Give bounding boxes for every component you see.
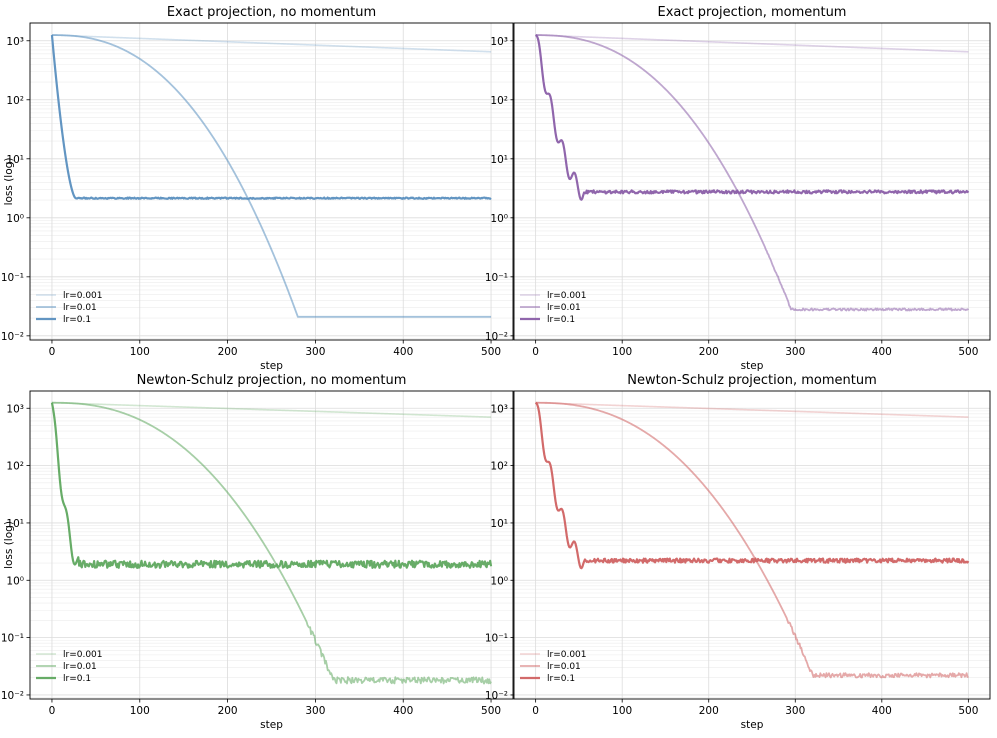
legend-label: lr=0.1 <box>63 674 91 684</box>
x-tick-label: 300 <box>305 346 325 358</box>
legend-label: lr=0.1 <box>547 674 575 684</box>
x-tick-label: 300 <box>785 346 805 358</box>
panel-2: 10⁻² 10⁻¹ 10⁰ 10¹ 10² 10³ 0 100 200 300 400 500 Exac… <box>485 5 991 372</box>
x-tick-label: 500 <box>481 346 501 358</box>
chart-title: Exact projection, momentum <box>658 5 847 20</box>
y-tick-label: 10⁻² <box>485 331 508 343</box>
y-tick-label: 10⁻¹ <box>1 633 24 645</box>
panel-3: 10⁻² 10⁻¹ 10⁰ 10¹ 10² 10³ 0 100 200 300 400 500 Newt… <box>1 373 514 731</box>
legend-label: lr=0.001 <box>547 650 587 660</box>
legend-label: lr=0.01 <box>63 662 97 672</box>
x-tick-label: 200 <box>699 705 719 717</box>
x-tick-label: 100 <box>612 705 632 717</box>
y-axis-label: loss (log) <box>3 521 15 569</box>
series-line-lr=0.01 <box>51 34 492 318</box>
series-line-lr=0.1 <box>534 401 970 570</box>
y-tick-label: 10⁰ <box>490 575 508 587</box>
legend-label: lr=0.001 <box>63 650 103 660</box>
y-tick-label: 10³ <box>490 36 508 48</box>
x-tick-label: 100 <box>612 346 632 358</box>
x-tick-label: 500 <box>958 705 978 717</box>
chart-title: Newton-Schulz projection, momentum <box>627 373 877 388</box>
x-tick-label: 0 <box>532 705 539 717</box>
series-line-lr=0.01 <box>535 401 969 679</box>
legend-label: lr=0.01 <box>547 662 581 672</box>
series-line-lr=0.001 <box>51 34 492 53</box>
series-line-lr=0.01 <box>51 401 492 685</box>
x-tick-label: 500 <box>481 705 501 717</box>
y-tick-label: 10³ <box>6 36 24 48</box>
x-tick-label: 200 <box>699 346 719 358</box>
x-tick-label: 200 <box>218 705 238 717</box>
x-tick-label: 400 <box>393 346 413 358</box>
series-line-lr=0.001 <box>51 401 492 418</box>
legend-label: lr=0.001 <box>547 291 587 301</box>
plot-frame <box>29 22 514 341</box>
y-tick-label: 10² <box>6 461 24 473</box>
legend-label: lr=0.1 <box>63 315 91 325</box>
x-tick-label: 0 <box>532 346 539 358</box>
x-tick-label: 100 <box>130 346 150 358</box>
plot-frame <box>29 390 514 700</box>
x-tick-label: 400 <box>393 705 413 717</box>
y-axis-label: loss (log) <box>3 158 15 206</box>
x-tick-label: 200 <box>218 346 238 358</box>
series-line-lr=0.001 <box>535 401 969 418</box>
panel-4: 10⁻² 10⁻¹ 10⁰ 10¹ 10² 10³ 0 100 200 300 400 500 Newt… <box>485 373 991 731</box>
chart-title: Exact projection, no momentum <box>167 5 376 20</box>
y-tick-label: 10¹ <box>6 518 24 530</box>
x-tick-label: 500 <box>958 346 978 358</box>
y-tick-label: 10⁻¹ <box>485 633 508 645</box>
y-tick-label: 10⁻¹ <box>1 272 24 284</box>
x-axis-label: step <box>260 719 283 731</box>
y-tick-label: 10¹ <box>6 154 24 166</box>
x-tick-label: 400 <box>872 346 892 358</box>
series-line-lr=0.1 <box>534 34 970 201</box>
series-line-lr=0.1 <box>50 402 493 569</box>
y-tick-label: 10⁻² <box>1 331 24 343</box>
y-tick-label: 10¹ <box>490 154 508 166</box>
legend-label: lr=0.1 <box>547 315 575 325</box>
x-tick-label: 0 <box>49 705 56 717</box>
panel-1: 10⁻² 10⁻¹ 10⁰ 10¹ 10² 10³ 0 100 200 300 400 500 Exac… <box>1 5 514 372</box>
x-tick-label: 300 <box>305 705 325 717</box>
x-tick-label: 400 <box>872 705 892 717</box>
y-tick-label: 10² <box>6 95 24 107</box>
series-line-lr=0.001 <box>535 34 969 53</box>
y-tick-label: 10⁰ <box>490 213 508 225</box>
x-axis-label: step <box>260 360 283 372</box>
series-line-lr=0.1 <box>50 34 492 200</box>
y-tick-label: 10⁻² <box>1 690 24 702</box>
x-axis-label: step <box>741 360 764 372</box>
plot-frame <box>513 390 991 700</box>
y-tick-label: 10³ <box>6 403 24 415</box>
y-tick-label: 10¹ <box>490 518 508 530</box>
legend-label: lr=0.01 <box>63 303 97 313</box>
y-tick-label: 10⁰ <box>6 575 24 587</box>
y-tick-label: 10⁻² <box>485 690 508 702</box>
x-tick-label: 300 <box>785 705 805 717</box>
y-tick-label: 10⁻¹ <box>485 272 508 284</box>
x-axis-label: step <box>741 719 764 731</box>
legend-label: lr=0.01 <box>547 303 581 313</box>
x-tick-label: 0 <box>49 346 56 358</box>
y-tick-label: 10² <box>490 461 508 473</box>
x-tick-label: 100 <box>130 705 150 717</box>
plot-frame <box>513 22 991 341</box>
y-tick-label: 10⁰ <box>6 213 24 225</box>
chart-title: Newton-Schulz projection, no momentum <box>137 373 407 388</box>
y-tick-label: 10² <box>490 95 508 107</box>
y-tick-label: 10³ <box>490 403 508 415</box>
legend-label: lr=0.001 <box>63 291 103 301</box>
series-line-lr=0.01 <box>535 34 970 312</box>
